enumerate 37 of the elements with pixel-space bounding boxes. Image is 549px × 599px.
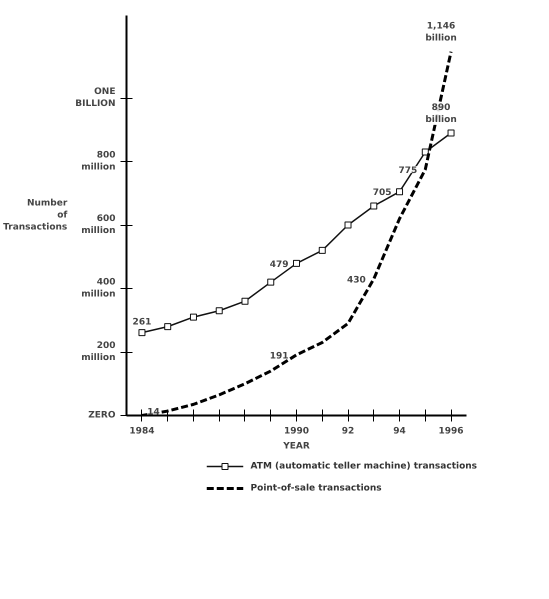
annotation: 261 (132, 318, 152, 328)
x-tick-label: 92 (342, 426, 354, 436)
y-tick-label: 800 million (81, 150, 116, 173)
point (138, 329, 146, 336)
point (448, 129, 455, 136)
annotation: 430 (346, 275, 366, 286)
x-tick-label: 1990 (284, 426, 310, 436)
point (241, 298, 248, 305)
annotation: 890 billion (425, 102, 457, 125)
x-axis-title: YEAR (282, 442, 310, 452)
annotation: 775 (398, 166, 418, 176)
y-axis-title: Number of Transactions (3, 198, 68, 232)
y-tick-label: 600 million (81, 214, 116, 236)
point (216, 307, 223, 314)
point (396, 188, 404, 196)
legend-label: ATM (automatic teller machine) transactions (250, 462, 478, 472)
x-tick-label: 94 (393, 426, 406, 436)
annotation: 1,146 billion (425, 22, 457, 44)
point (318, 246, 326, 254)
annotation: 14 (147, 408, 160, 418)
x-tick-label: 1984 (129, 426, 154, 436)
point (422, 148, 429, 156)
y-tick-label: ZERO (88, 410, 116, 420)
y-tick-label: ONE BILLION (75, 87, 116, 110)
y-tick-label: 400 million (81, 278, 116, 300)
annotation: 191 (270, 351, 289, 362)
annotation: 479 (270, 260, 289, 270)
point (293, 260, 300, 267)
point (267, 278, 274, 286)
annotation: 705 (372, 188, 392, 198)
point (370, 202, 378, 210)
y-tick-label: 200 million (81, 341, 116, 364)
x-tick-label: 1996 (438, 426, 464, 436)
legend-label: Point-of-sale transactions (250, 484, 382, 494)
point (190, 314, 197, 321)
point (344, 222, 352, 229)
point (164, 323, 172, 330)
